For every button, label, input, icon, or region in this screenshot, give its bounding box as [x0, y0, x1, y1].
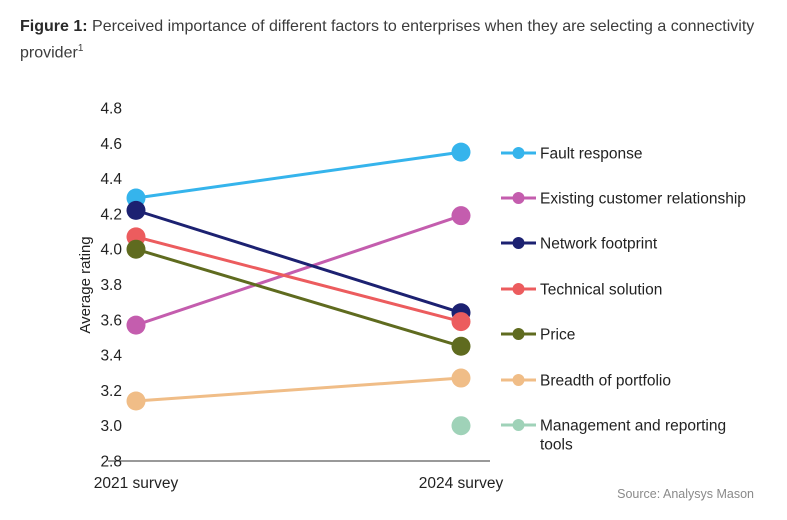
- y-tick-label: 4.0: [100, 242, 122, 259]
- series-line: [134, 376, 463, 403]
- legend-item: Breadth of portfolio: [501, 373, 671, 390]
- legend: Fault response Existing customer relation…: [501, 146, 746, 454]
- legend-marker: [512, 192, 525, 204]
- footnote-marker: 1: [77, 43, 84, 54]
- legend-label: Breadth of portfolio: [540, 373, 671, 390]
- data-point: [451, 142, 471, 162]
- y-tick-label: 3.8: [100, 277, 122, 294]
- legend-item: Price: [501, 327, 575, 344]
- series-lines: [134, 150, 463, 403]
- legend-label: Fault response: [540, 146, 643, 163]
- legend-label: Price: [540, 327, 575, 344]
- legend-item: Existing customer relationship: [501, 191, 746, 208]
- x-axis-ticks: 2021 survey 2024 survey: [94, 475, 504, 492]
- legend-marker: [512, 147, 525, 159]
- series-line: [134, 235, 463, 324]
- legend-marker: [512, 328, 525, 340]
- legend-label: Network footprint: [540, 236, 658, 253]
- figure-title: Figure 1: Perceived importance of differ…: [20, 16, 760, 64]
- data-point: [451, 206, 471, 226]
- y-axis-label: Average rating: [77, 236, 94, 333]
- y-tick-label: 4.6: [100, 136, 122, 153]
- data-point: [451, 416, 471, 436]
- legend-label: Management and reporting tools: [540, 418, 726, 454]
- y-tick-label: 4.8: [100, 101, 122, 118]
- data-point: [126, 315, 146, 335]
- legend-marker: [512, 419, 525, 431]
- figure-title-text: Perceived importance of different factor…: [20, 18, 755, 62]
- legend-item: Technical solution: [501, 282, 662, 299]
- legend-marker: [512, 283, 525, 295]
- data-point: [451, 312, 471, 332]
- y-tick-label: 4.2: [100, 206, 122, 223]
- data-point: [451, 368, 471, 388]
- y-tick-label: 4.4: [100, 171, 122, 188]
- series-line: [134, 247, 463, 348]
- y-tick-label: 3.0: [100, 418, 122, 435]
- series-points: [126, 142, 471, 436]
- x-tick-label: 2021 survey: [94, 475, 179, 492]
- y-axis-ticks: 4.8 4.6 4.4 4.2 4.0 3.8 3.6 3.4 3.2 3.0 2.8: [100, 101, 122, 471]
- data-point: [126, 239, 146, 259]
- series-line: [134, 214, 463, 327]
- x-tick-label: 2024 survey: [419, 475, 504, 492]
- legend-label: Existing customer relationship: [540, 191, 746, 208]
- legend-item: Network footprint: [501, 236, 658, 253]
- legend-marker: [512, 374, 525, 386]
- legend-marker: [512, 237, 525, 249]
- series-line: [134, 150, 463, 200]
- data-point: [451, 336, 471, 356]
- y-tick-label: 3.4: [100, 348, 122, 365]
- series-line: [134, 208, 463, 315]
- data-point: [126, 391, 146, 411]
- legend-item: Management and reporting tools: [501, 418, 726, 454]
- y-tick-label: 2.8: [100, 454, 122, 471]
- source-note: Source: Analysys Mason: [617, 487, 754, 501]
- y-tick-label: 3.6: [100, 312, 122, 329]
- data-point: [126, 200, 146, 220]
- legend-label: Technical solution: [540, 282, 662, 299]
- figure-label: Figure 1:: [20, 18, 88, 35]
- y-tick-label: 3.2: [100, 383, 122, 400]
- legend-item: Fault response: [501, 146, 643, 163]
